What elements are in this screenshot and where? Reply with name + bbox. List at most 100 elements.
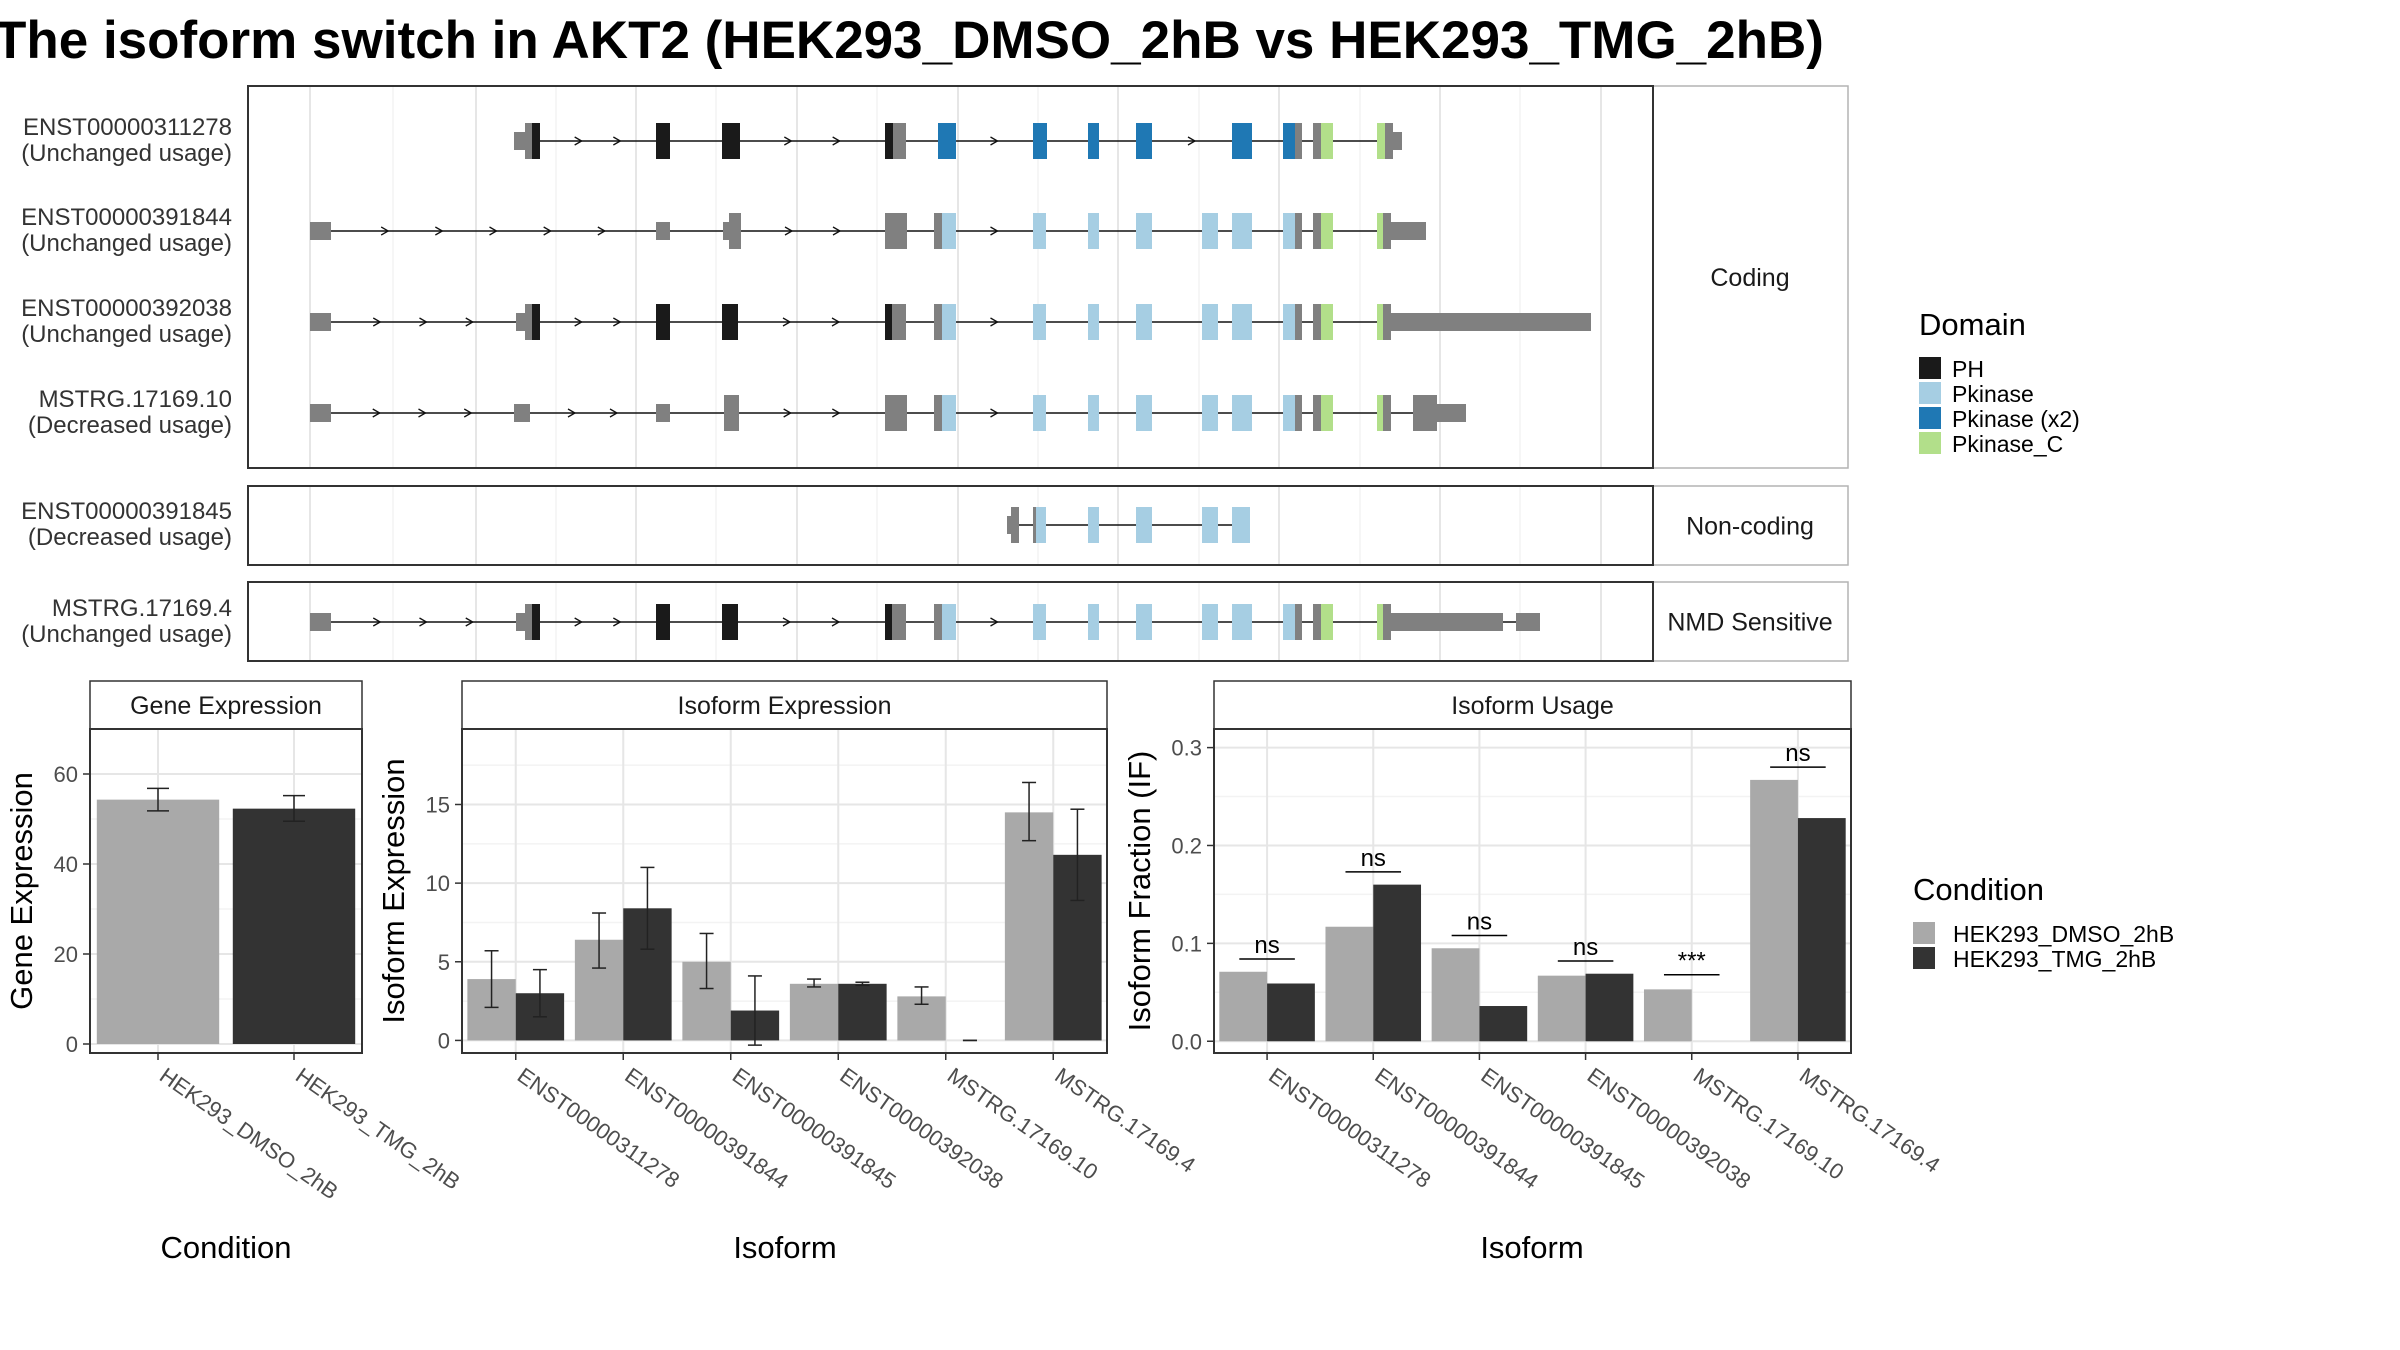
- exon-block: [724, 395, 739, 431]
- strand-chevron: [543, 226, 552, 236]
- exon-block: [1088, 304, 1099, 340]
- bar: [1267, 983, 1315, 1042]
- bar-panel-bg: [1214, 729, 1851, 1053]
- exon-block: [1033, 213, 1046, 249]
- strand-chevron: [419, 317, 428, 327]
- exon-block: [723, 222, 729, 240]
- transcript-id-label: ENST00000311278: [23, 114, 232, 141]
- exon-block: [1516, 613, 1540, 631]
- y-tick-label: 20: [54, 942, 78, 967]
- exon-block: [934, 604, 942, 640]
- y-axis-title: Isoform Expression: [376, 758, 411, 1023]
- exon-block: [1232, 304, 1252, 340]
- exon-block: [885, 123, 893, 159]
- exon-block: [1202, 507, 1218, 543]
- panel-strip: [89, 680, 363, 730]
- domain-legend-swatch: [1919, 382, 1941, 404]
- strand-chevron: [465, 617, 475, 627]
- exon-block: [1377, 604, 1383, 640]
- significance-label: ns: [1467, 909, 1492, 936]
- exon-block: [1088, 395, 1099, 431]
- exon-block: [722, 304, 738, 340]
- significance-label: ns: [1361, 845, 1386, 872]
- y-tick-label: 0.2: [1171, 833, 1202, 858]
- transcript-usage-label: (Decreased usage): [28, 524, 232, 551]
- strand-chevron: [832, 226, 842, 236]
- exon-block: [525, 304, 533, 340]
- exon-block: [516, 613, 526, 631]
- exon-block: [1033, 604, 1046, 640]
- exon-block: [1385, 123, 1393, 159]
- exon-block: [1295, 604, 1302, 640]
- strand-chevron: [435, 226, 444, 236]
- structure-facet-strip: [1652, 85, 1849, 469]
- structure-facet-border: [247, 485, 1654, 566]
- strand-chevron: [489, 226, 498, 236]
- exon-block: [656, 604, 670, 640]
- exon-block: [892, 604, 906, 640]
- exon-block: [1321, 604, 1333, 640]
- strand-chevron: [372, 317, 382, 327]
- exon-block: [1393, 132, 1402, 150]
- exon-block: [885, 304, 892, 340]
- exon-block: [1232, 604, 1252, 640]
- exon-block: [1295, 123, 1302, 159]
- exon-block: [525, 604, 533, 640]
- significance-label: ns: [1254, 932, 1279, 959]
- exon-block: [1283, 304, 1297, 340]
- panel-strip-label: Isoform Expression: [678, 692, 892, 720]
- exon-block: [1202, 604, 1218, 640]
- exon-block: [885, 213, 907, 249]
- exon-block: [885, 604, 892, 640]
- exon-block: [1232, 213, 1252, 249]
- exon-block: [942, 395, 956, 431]
- exon-block: [1202, 304, 1218, 340]
- domain-legend-label: PH: [1952, 356, 1984, 382]
- exon-block: [934, 395, 942, 431]
- exon-block: [722, 123, 740, 159]
- panel-border: [461, 728, 1108, 1054]
- expression-panels: Gene Expression0204060HEK293_DMSO_2hBHEK…: [4, 680, 1945, 1265]
- exon-block: [1232, 123, 1252, 159]
- y-axis-title: Isoform Fraction (IF): [1122, 751, 1157, 1032]
- exon-block: [1283, 604, 1297, 640]
- structure-facet-label: Non-coding: [1686, 513, 1814, 541]
- panel-strip-label: Gene Expression: [130, 692, 322, 720]
- exon-block: [310, 404, 331, 422]
- strand-chevron: [990, 226, 999, 236]
- gene-structure-panel: Coding Non-coding NMD Sensitive ENST0000031…: [21, 85, 1849, 662]
- transcript-usage-label: (Unchanged usage): [21, 230, 232, 257]
- exon-block: [1136, 123, 1152, 159]
- strand-chevron: [574, 317, 583, 327]
- exon-block: [1383, 213, 1391, 249]
- bar: [1219, 971, 1268, 1042]
- bar: [232, 808, 356, 1044]
- transcript-id-label: ENST00000392038: [21, 295, 232, 322]
- exon-block: [722, 604, 738, 640]
- exon-block: [1295, 304, 1302, 340]
- exon-block: [942, 604, 956, 640]
- x-axis-title: Condition: [161, 1230, 292, 1265]
- condition-legend-label: HEK293_DMSO_2hB: [1953, 921, 2174, 947]
- strand-chevron: [609, 408, 619, 418]
- strand-chevron: [597, 226, 607, 236]
- strand-chevron: [831, 617, 841, 627]
- strand-chevron: [372, 408, 382, 418]
- significance-label: ns: [1573, 934, 1598, 961]
- exon-block: [1383, 304, 1391, 340]
- bar: [1797, 818, 1846, 1042]
- strand-chevron: [990, 408, 999, 418]
- domain-legend-label: Pkinase: [1952, 381, 2034, 407]
- exon-block: [1313, 213, 1321, 249]
- exon-block: [656, 222, 670, 240]
- y-tick-label: 0.0: [1171, 1029, 1202, 1054]
- y-tick-label: 0: [438, 1028, 450, 1053]
- bar: [1537, 975, 1586, 1042]
- condition-legend-swatch: [1913, 947, 1935, 969]
- strand-chevron: [784, 136, 793, 146]
- transcript-usage-label: (Unchanged usage): [21, 321, 232, 348]
- exon-block: [942, 213, 956, 249]
- bar: [96, 799, 220, 1044]
